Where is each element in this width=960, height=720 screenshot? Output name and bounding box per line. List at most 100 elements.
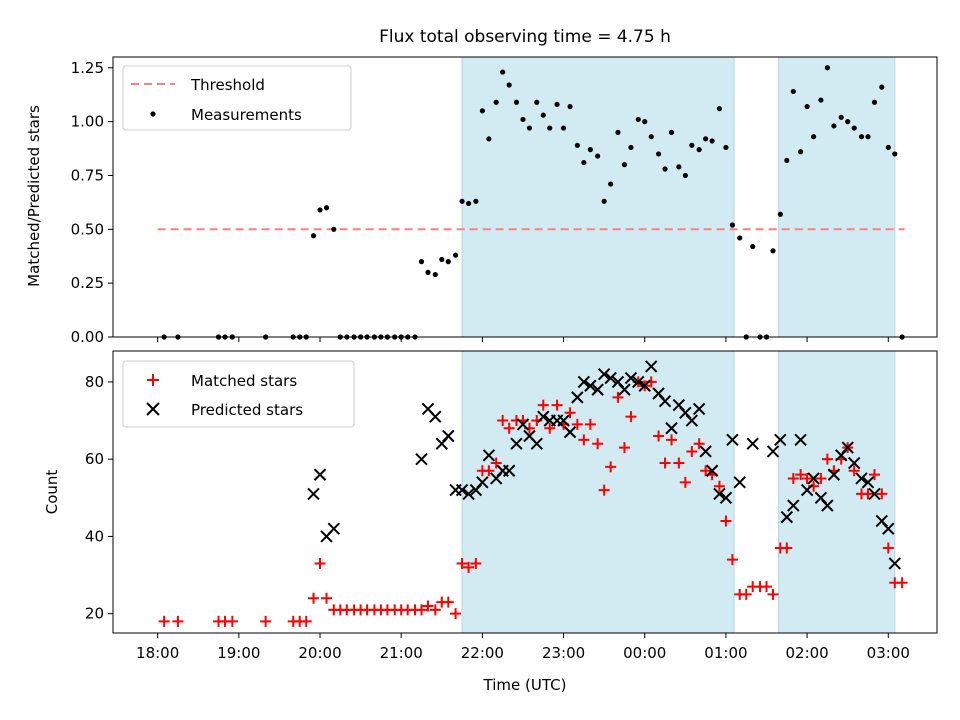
predicted-star-point: [746, 437, 759, 450]
predicted-star-point: [462, 487, 475, 501]
matched-star-point: [700, 465, 712, 477]
measurement-point: [526, 125, 533, 131]
measurements-series: [161, 65, 905, 340]
predicted-star-point: [584, 379, 597, 392]
y-tick-label: 20: [85, 605, 104, 623]
y-tick-label: 1.25: [71, 59, 104, 77]
bottom-legend: Matched stars Predicted stars: [122, 360, 355, 428]
top-panel: 0.00 0.25 0.50 0.75 1.00 1.25 Matched/Predict…: [25, 56, 938, 346]
top-shaded-intervals: [461, 56, 896, 338]
matched-star-point: [456, 557, 468, 569]
top-legend: Threshold Measurements: [122, 65, 352, 131]
measurement-point: [500, 69, 506, 75]
measurement-point: [317, 207, 323, 213]
predicted-star-point: [855, 472, 868, 485]
predicted-star-point: [665, 422, 678, 435]
predicted-star-point: [313, 468, 327, 481]
predicted-star-point: [645, 360, 658, 373]
matched-star-point: [868, 469, 880, 481]
matched-star-point: [686, 445, 698, 457]
predicted-star-point: [530, 437, 543, 450]
matched-star-point: [321, 592, 333, 604]
predicted-star-point: [726, 433, 739, 447]
measurement-point: [595, 153, 601, 159]
measurement-point: [770, 248, 776, 254]
matched-star-point: [158, 615, 170, 627]
measurement-point: [831, 123, 837, 129]
matched-star-point: [767, 588, 779, 600]
measurement-point: [798, 149, 804, 155]
top-legend-box: [122, 65, 352, 131]
measurement-point: [750, 243, 756, 250]
measurement-point: [581, 159, 587, 166]
measurement-point: [554, 101, 560, 107]
legend-threshold-label: Threshold: [190, 76, 265, 94]
measurement-point: [425, 269, 431, 275]
matched-star-point: [483, 465, 495, 477]
predicted-star-point: [537, 410, 550, 423]
matched-star-point: [713, 480, 725, 492]
measurement-point: [310, 233, 317, 239]
matched-star-point: [659, 457, 671, 469]
measurement-point: [506, 82, 512, 88]
matched-star-point: [848, 465, 860, 477]
predicted-star-point: [827, 468, 841, 481]
legend-predicted-swatch: [146, 402, 160, 416]
y-tick-label: 1.00: [71, 113, 104, 131]
matched-star-point: [821, 453, 833, 465]
measurement-point: [452, 252, 459, 258]
predicted-star-point: [638, 379, 651, 392]
measurement-point: [784, 157, 790, 163]
matched-star-point: [592, 438, 604, 450]
matched-star-point: [761, 581, 773, 593]
measurement-point: [445, 259, 451, 265]
predicted-star-point: [482, 449, 496, 462]
x-tick-label: 02:00: [785, 644, 828, 662]
measurement-point: [486, 136, 492, 142]
measurement-point: [567, 103, 573, 110]
measurement-point: [703, 136, 709, 142]
predicted-star-point: [658, 395, 672, 408]
measurement-point: [534, 99, 540, 105]
bottom-panel: 20 40 60 80 18:00 19:00 20:00 21:00 22:00 23:00 0…: [43, 350, 938, 694]
measurement-point: [621, 162, 628, 168]
matched-star-point: [896, 577, 908, 589]
predicted-star-point: [800, 483, 814, 497]
legend-matched-swatch: [147, 374, 159, 386]
predicted-star-point: [429, 410, 442, 423]
chart-title: Flux total observing time = 4.75 h: [379, 27, 671, 47]
top-y-ticks: 0.00 0.25 0.50 0.75 1.00 1.25: [71, 59, 113, 346]
measurement-point: [547, 125, 553, 131]
predicted-star-point: [766, 445, 780, 458]
predicted-star-point: [847, 456, 861, 470]
matched-star-point: [618, 442, 630, 454]
predicted-star-point: [502, 464, 516, 477]
x-tick-label: 00:00: [623, 644, 666, 662]
matched-star-point: [314, 557, 326, 569]
predicted-star-point: [632, 375, 645, 389]
measurement-point: [668, 129, 675, 135]
measurement-point: [818, 97, 824, 103]
predicted-star-point: [841, 441, 854, 454]
matched-star-point: [226, 615, 238, 627]
matched-star-point: [693, 438, 705, 450]
measurement-point: [845, 119, 851, 125]
predicted-star-point: [604, 371, 617, 385]
measurement-point: [696, 147, 702, 153]
measurement-point: [811, 134, 817, 140]
measurement-point: [323, 205, 330, 211]
matched-star-point: [422, 600, 434, 612]
measurement-point: [465, 200, 472, 207]
matched-star-point: [429, 604, 441, 616]
shaded-interval: [778, 56, 896, 338]
matched-star-point: [673, 457, 685, 469]
matched-star-point: [612, 391, 624, 403]
predicted-star-point: [821, 499, 834, 512]
measurement-point: [473, 198, 479, 204]
measurement-point: [628, 144, 634, 151]
matched-star-point: [862, 488, 874, 500]
x-tick-label: 20:00: [298, 644, 341, 662]
predicted-star-point: [307, 487, 320, 501]
matched-star-point: [564, 407, 576, 419]
